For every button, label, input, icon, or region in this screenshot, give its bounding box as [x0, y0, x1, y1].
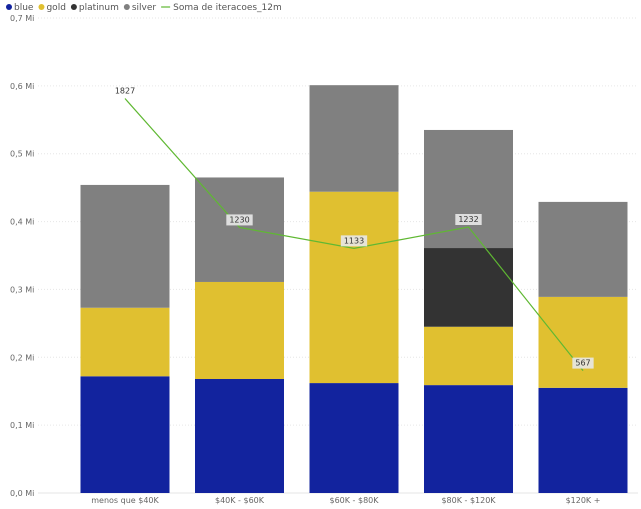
legend-label-silver: silver — [132, 3, 157, 13]
line-data-label-4: 567 — [572, 357, 594, 369]
line-data-label-text: 1133 — [344, 236, 364, 245]
bar-silver-0 — [80, 184, 170, 308]
bar-gold-3 — [424, 326, 513, 386]
line-path — [124, 98, 584, 371]
y-tick-label: 0,4 Mi — [10, 218, 34, 227]
y-axis: 0,0 Mi 0,1 Mi 0,2 Mi 0,3 Mi 0,4 Mi 0,5 Mi 0,6 … — [10, 14, 34, 498]
y-tick-label: 0,6 Mi — [10, 82, 34, 91]
bar-blue-0 — [80, 376, 170, 493]
line-series — [124, 98, 584, 371]
bar-silver-4 — [538, 201, 628, 297]
line-data-label-box — [455, 214, 482, 225]
legend-label-blue: blue — [14, 3, 34, 13]
bars — [80, 85, 628, 493]
legend: blue gold platinum silver Soma de iteracoes_… — [6, 3, 282, 13]
y-tick-label: 0,0 Mi — [10, 489, 34, 498]
line-data-label-0: 1827 — [115, 87, 135, 96]
legend-marker-platinum — [70, 4, 77, 10]
x-tick-label: $80K - $120K — [441, 496, 496, 505]
y-tick-label: 0,5 Mi — [10, 150, 34, 159]
line-data-label-1: 1230 — [226, 214, 253, 226]
x-tick-label: $60K - $80K — [329, 496, 379, 505]
legend-label-platinum: platinum — [79, 3, 119, 13]
legend-marker-gold — [38, 4, 45, 10]
line-data-label-box — [226, 214, 253, 226]
y-tick-label: 0,7 Mi — [10, 14, 34, 23]
bar-silver-2 — [309, 85, 399, 192]
x-tick-label: $120K + — [566, 496, 601, 505]
bar-blue-4 — [538, 387, 628, 493]
line-data-label-text: 1230 — [229, 215, 249, 224]
bar-gold-4 — [538, 296, 628, 388]
bar-blue-3 — [424, 385, 513, 493]
y-tick-label: 0,2 Mi — [10, 353, 34, 362]
x-axis: menos que $40K $40K - $60K $60K - $80K $80K… — [91, 496, 600, 505]
y-tick-label: 0,3 Mi — [10, 285, 34, 294]
bar-blue-2 — [309, 383, 399, 493]
x-tick-label: $40K - $60K — [215, 496, 265, 505]
line-data-label-text: 1827 — [115, 87, 135, 96]
y-tick-label: 0,1 Mi — [10, 421, 34, 430]
line-data-label-box — [572, 357, 594, 369]
legend-marker-silver — [123, 4, 130, 10]
line-data-label-text: 1232 — [458, 215, 478, 224]
line-data-label-box — [340, 235, 368, 247]
bar-silver-3 — [424, 129, 513, 249]
x-tick-label: menos que $40K — [91, 496, 159, 505]
line-data-label-text: 567 — [575, 359, 590, 368]
legend-marker-blue — [6, 4, 12, 10]
line-data-label-2: 1133 — [340, 235, 368, 247]
line-data-labels: 1827 1230 1133 1232 567 — [115, 87, 594, 369]
bar-blue-1 — [195, 379, 284, 493]
line-data-label-3: 1232 — [455, 214, 482, 225]
bar-gold-1 — [195, 281, 284, 379]
bar-gold-0 — [80, 307, 170, 377]
bar-platinum-3 — [424, 248, 513, 327]
legend-label-line: Soma de iteracoes_12m — [173, 3, 282, 13]
bar-gold-2 — [309, 191, 399, 384]
legend-label-gold: gold — [46, 3, 65, 13]
